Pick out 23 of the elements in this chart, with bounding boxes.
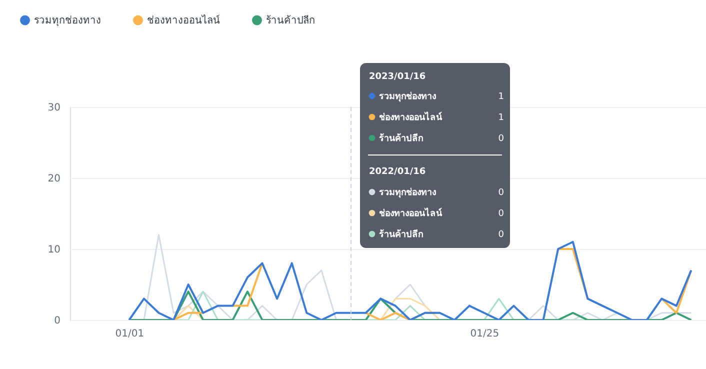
annotation: ช่องทางออนไลน์ xyxy=(379,207,443,219)
y-tick-label: 10 xyxy=(48,244,60,256)
annotation: 0 xyxy=(498,134,504,144)
y-tick-label: 30 xyxy=(48,102,60,114)
legend-label: ร้านค้าปลีก xyxy=(266,14,315,26)
annotation: 1 xyxy=(498,113,504,123)
annotation: 0 xyxy=(498,209,504,219)
annotation: รวมทุกช่องทาง xyxy=(379,187,436,198)
text: 1 xyxy=(498,92,504,102)
text: รวมทุกช่องทาง xyxy=(379,91,436,102)
annotation: 2022/01/16 xyxy=(369,167,426,177)
legend-label: ช่องทางออนไลน์ xyxy=(147,14,220,26)
annotation: ช่องทางออนไลน์ xyxy=(379,111,443,123)
annotation: 0 xyxy=(498,230,504,240)
annotation: 0 xyxy=(498,188,504,198)
x-tick-label: 01/25 xyxy=(470,328,500,340)
annotation: ร้านค้าปลีก xyxy=(379,133,423,144)
annotation: ร้านค้าปลีก xyxy=(379,229,423,240)
legend-label: รวมทุกช่องทาง xyxy=(34,15,101,26)
x-tick-label: 01/01 xyxy=(115,328,144,340)
y-tick-label: 20 xyxy=(48,174,60,184)
y-tick-label: 0 xyxy=(54,316,60,326)
text: 2023/01/16 xyxy=(369,72,426,82)
